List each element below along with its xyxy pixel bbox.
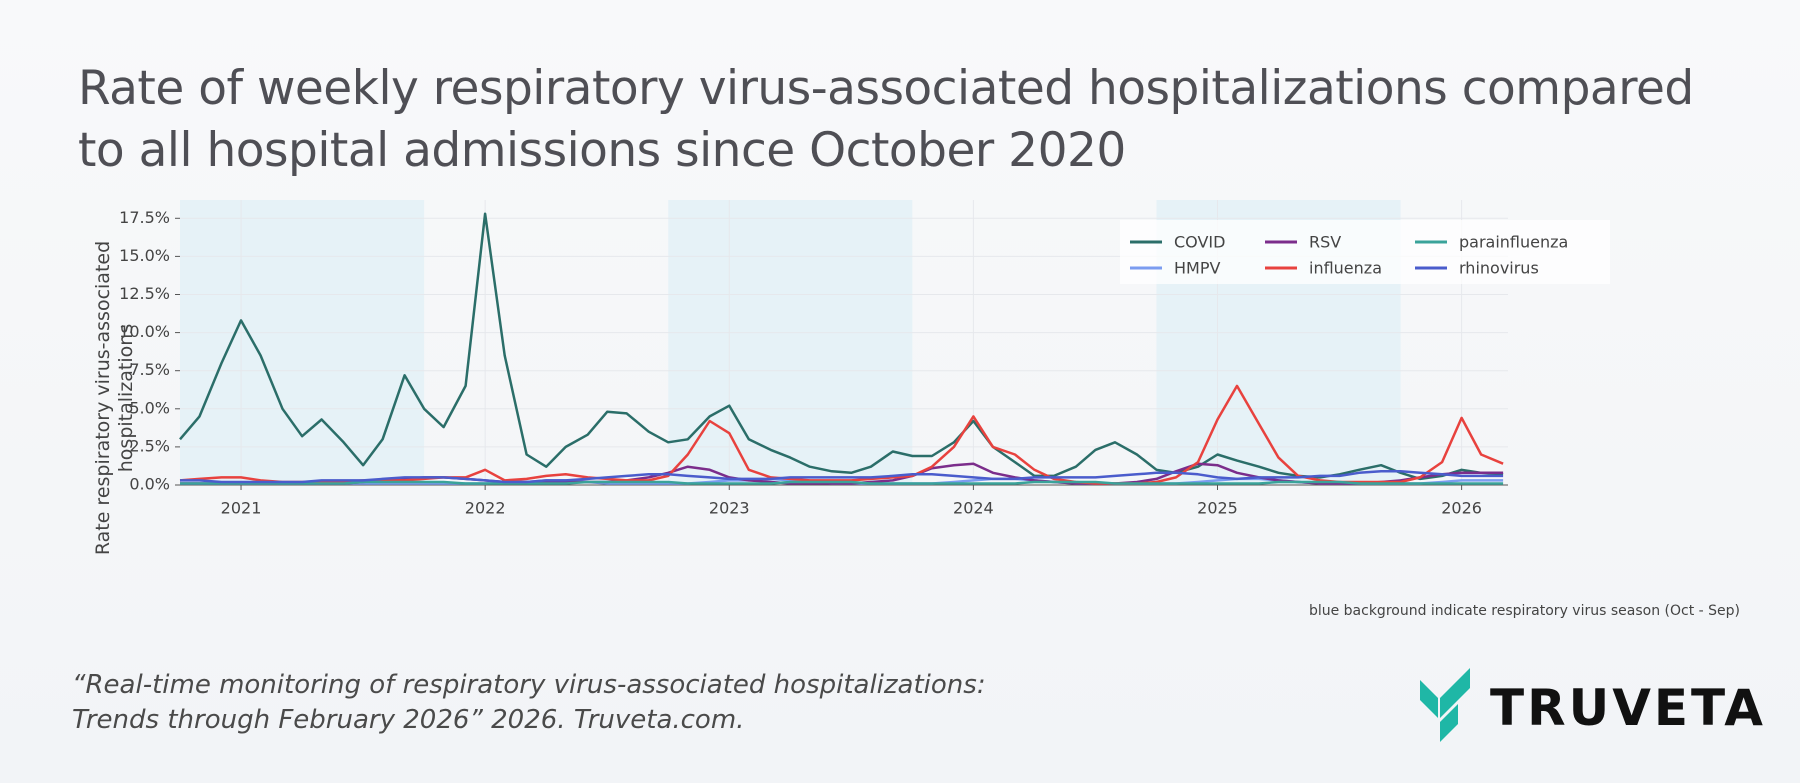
- y-tick-label: 15.0%: [119, 246, 170, 265]
- logo-text: TRUVETA: [1490, 679, 1766, 737]
- x-tick-label: 2026: [1441, 499, 1482, 518]
- series-line: [179, 384, 1504, 485]
- legend-box: [1120, 220, 1610, 284]
- note: blue background indicate respiratory vir…: [1309, 603, 1740, 619]
- x-tick-label: 2024: [953, 499, 994, 518]
- legend-label: parainfluenza: [1459, 233, 1568, 252]
- legend-label: RSV: [1309, 233, 1341, 252]
- y-tick-label: 0.0%: [129, 475, 170, 494]
- y-axis-label: Rate respiratory virus-associated hospit…: [92, 240, 137, 556]
- logo-shape: [1420, 680, 1438, 718]
- y-tick-label: 10.0%: [119, 322, 170, 341]
- legend-label: HMPV: [1174, 259, 1220, 278]
- x-tick-label: 2025: [1197, 499, 1238, 518]
- citation-line: “Real-time monitoring of respiratory vir…: [72, 670, 986, 700]
- title: Rate of weekly respiratory virus-associa…: [78, 61, 1694, 178]
- citation-line: Trends through February 2026” 2026. Truv…: [72, 705, 745, 735]
- x-tick-label: 2023: [709, 499, 750, 518]
- logo-shape: [1440, 668, 1470, 718]
- season-band: [668, 200, 913, 485]
- y-tick-label: 7.5%: [129, 360, 170, 379]
- legend-label: influenza: [1309, 259, 1382, 278]
- legend-label: rhinovirus: [1459, 259, 1539, 278]
- x-tick-label: 2021: [221, 499, 262, 518]
- logo-icon: [1420, 668, 1470, 742]
- series-line: [179, 212, 1504, 481]
- series-line: [180, 480, 1504, 485]
- x-tick-label: 2022: [465, 499, 506, 518]
- y-tick-label: 2.5%: [129, 436, 170, 455]
- logo-shape: [1440, 704, 1458, 742]
- legend-label: COVID: [1174, 233, 1225, 252]
- season-band: [180, 200, 425, 485]
- y-tick-label: 17.5%: [119, 208, 170, 227]
- y-tick-label: 5.0%: [129, 398, 170, 417]
- citation: “Real-time monitoring of respiratory vir…: [72, 668, 986, 738]
- series-line: [180, 470, 1504, 484]
- y-tick-label: 12.5%: [119, 284, 170, 303]
